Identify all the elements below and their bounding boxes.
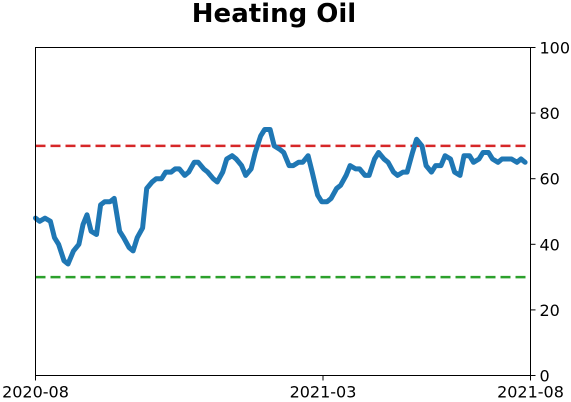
series-line	[33, 127, 528, 267]
y-axis: 0 20 40 60 80 100	[530, 39, 571, 386]
reference-lines	[35, 144, 531, 279]
x-tick-label: 2021-08	[497, 383, 564, 402]
y-tick-label: 100	[540, 39, 571, 58]
series-group	[33, 127, 528, 267]
y-tick-label: 0	[540, 367, 550, 386]
chart-title: Heating Oil	[192, 0, 356, 29]
x-tick-label: 2020-08	[2, 383, 69, 402]
y-tick-label: 20	[540, 301, 560, 320]
plot-frame	[35, 47, 531, 376]
y-tick-label: 80	[540, 104, 560, 123]
x-axis: 2020-08 2021-03 2021-08	[2, 375, 564, 402]
x-tick-label: 2021-03	[290, 383, 357, 402]
y-tick-label: 60	[540, 170, 560, 189]
y-tick-label: 40	[540, 235, 560, 254]
